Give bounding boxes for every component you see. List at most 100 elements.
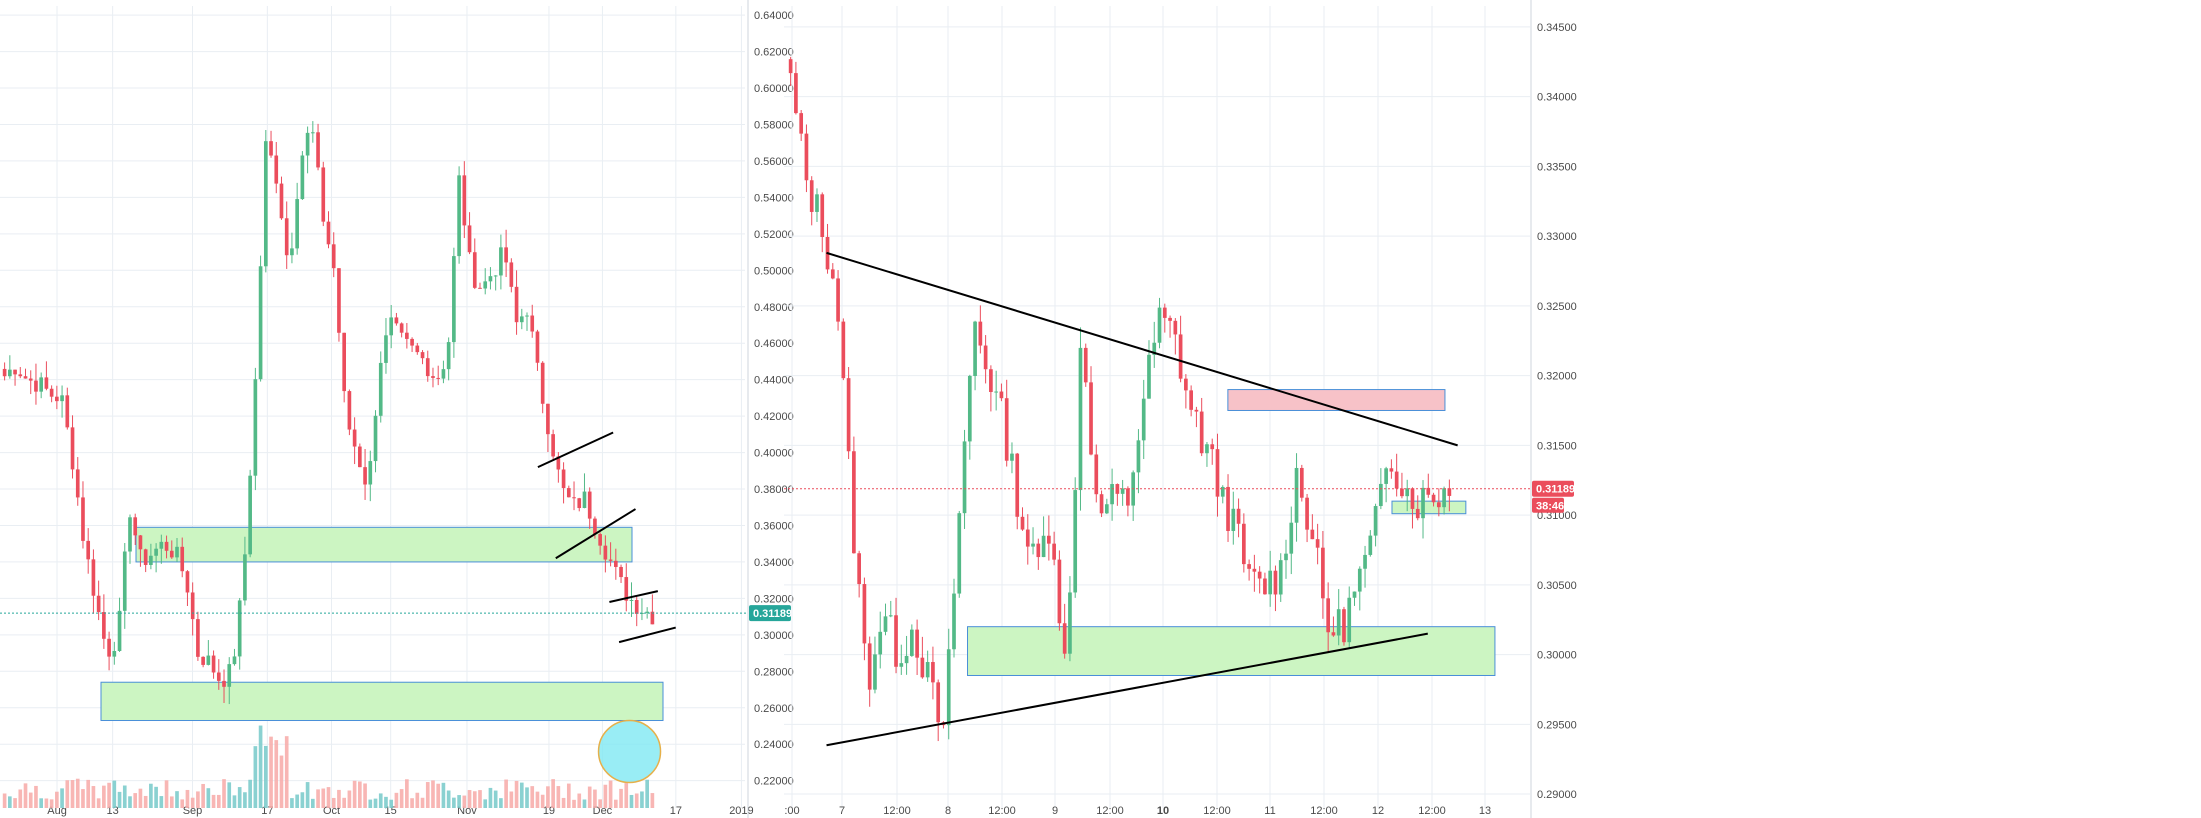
candle-body (316, 132, 320, 168)
volume-bar (190, 797, 195, 808)
volume-bar (566, 783, 571, 808)
candle-body (1231, 508, 1236, 531)
candle-body (1152, 342, 1157, 355)
candle-body (253, 379, 258, 476)
candle-body (384, 335, 388, 363)
volume-bar (128, 796, 132, 808)
volume-bar (284, 736, 289, 808)
candle-body (373, 415, 378, 462)
candle-body (1194, 409, 1199, 412)
candle-body (222, 680, 226, 687)
candle-body (1025, 529, 1030, 547)
candle-body (358, 446, 362, 468)
candle-body (978, 321, 983, 346)
volume-bar (263, 745, 268, 808)
volume-bar (91, 786, 96, 808)
volume-bar (44, 798, 49, 808)
candle-body (1083, 347, 1088, 383)
last-price-tag-bg (749, 605, 791, 622)
y-tick-label: 0.26000 (754, 703, 794, 715)
y-tick-label: 0.33500 (1537, 161, 1577, 173)
volume-bar (462, 795, 467, 808)
candle-body (1020, 516, 1025, 530)
y-tick-label: 0.24000 (754, 739, 794, 751)
volume-bar (65, 780, 70, 808)
candle-body (1141, 398, 1146, 441)
candle-body (326, 221, 331, 245)
candle-body (867, 643, 872, 690)
candle-body (1268, 570, 1273, 595)
x-tick-label: 7 (839, 805, 845, 817)
volume-bar (185, 789, 190, 808)
volume-bar (253, 746, 258, 808)
candle-body (60, 395, 64, 402)
candle-body (799, 113, 804, 134)
volume-bar (358, 781, 362, 808)
volume-bar (8, 796, 12, 808)
candle-body (1289, 522, 1294, 554)
candle-body (1315, 539, 1320, 548)
volume-bar (279, 755, 284, 808)
volume-bar (2, 793, 7, 808)
x-tick-label: 11 (1264, 805, 1275, 817)
candle-body (263, 141, 268, 267)
volume-bar (138, 788, 143, 808)
volume-bar (399, 789, 404, 808)
candle-body (28, 378, 33, 381)
y-tick-label: 0.32000 (754, 593, 794, 605)
candle-body (436, 377, 441, 379)
volume-bar (436, 783, 441, 808)
y-tick-label: 0.22000 (754, 776, 794, 788)
volume-bar (60, 788, 64, 808)
candle-body (216, 672, 221, 681)
left-chart-daily[interactable]: 0.64000 0.62000 0.60000 0.58000 0.56000 0.540… (0, 0, 794, 818)
volume-bar (175, 791, 179, 808)
candle-body (1326, 598, 1331, 633)
candle-body (8, 369, 12, 377)
candle-body (1057, 559, 1062, 624)
volume-bar (352, 780, 357, 808)
y-tick-label: 0.54000 (754, 192, 794, 204)
volume-bar (640, 791, 644, 808)
last-price-tag: 0.31189 (749, 605, 792, 622)
candle-body (809, 180, 814, 212)
trend-line (537, 431, 614, 469)
candle-body (899, 663, 904, 667)
x-tick-label: 12:00 (988, 805, 1016, 817)
candle-body (1384, 468, 1388, 484)
candle-body (1041, 535, 1046, 558)
candle-body (1173, 320, 1178, 335)
candle-body (410, 338, 414, 346)
x-tick-label: 12:00 (1096, 805, 1124, 817)
candle-body (201, 656, 205, 665)
volume-bar (81, 789, 85, 808)
right-chart-hourly[interactable]: 0.34500 0.34000 0.33500 0.33000 0.32500 0.320… (784, 0, 1577, 818)
volume-bar (347, 790, 352, 808)
candle-body (352, 429, 357, 447)
candle-body (65, 395, 70, 428)
candle-body (846, 378, 851, 452)
candle-body (983, 345, 988, 370)
candle-body (499, 247, 503, 276)
y-tick-label: 0.58000 (754, 119, 794, 131)
candle-body (989, 369, 993, 392)
candle-body (44, 377, 49, 389)
candle-body (582, 491, 587, 509)
candle-body (227, 664, 232, 687)
candle-body (55, 396, 59, 402)
candle-body (1389, 468, 1394, 472)
volume-bar (49, 799, 54, 808)
candle-body (1305, 497, 1309, 530)
candle-body (624, 577, 629, 601)
volume-bar (18, 789, 23, 808)
candle-body (1263, 578, 1267, 595)
volume-bar (363, 783, 367, 808)
candle-body (556, 456, 561, 470)
candle-body (389, 317, 394, 336)
candle-body (1226, 486, 1230, 531)
candle-body (650, 611, 655, 625)
volume-bar (13, 798, 17, 808)
volume-bar (499, 798, 503, 808)
candle-body (49, 388, 54, 397)
